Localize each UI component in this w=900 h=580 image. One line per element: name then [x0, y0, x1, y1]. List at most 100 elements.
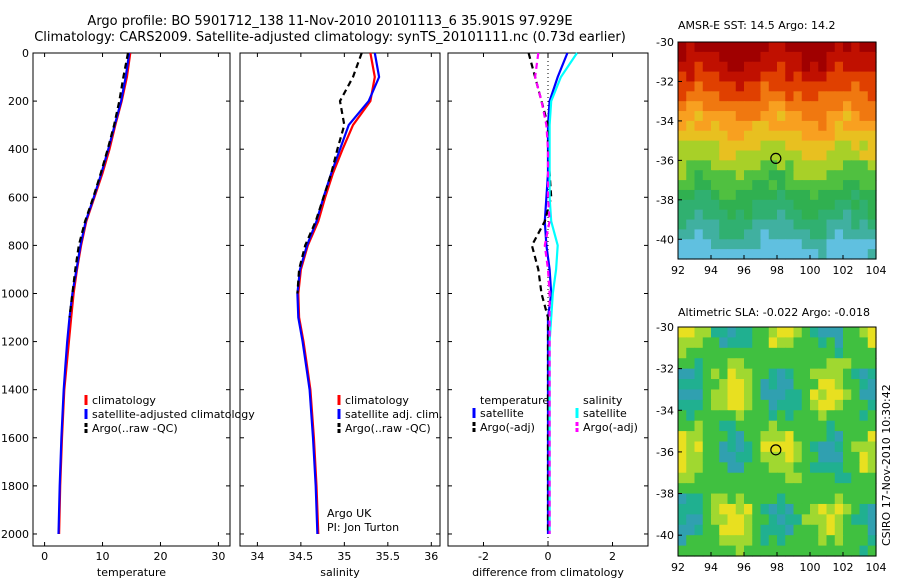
- heatmap-cell: [735, 150, 745, 161]
- heatmap-cell: [818, 545, 828, 557]
- heatmap-cell: [686, 327, 696, 339]
- heatmap-cell: [851, 199, 861, 211]
- heatmap-cell: [760, 71, 770, 83]
- heatmap-cell: [851, 472, 861, 484]
- heatmap-cell: [834, 368, 844, 380]
- heatmap-cell: [834, 535, 844, 547]
- heatmap-cell: [851, 327, 861, 339]
- heatmap-cell: [867, 219, 877, 231]
- heatmap-cell: [777, 441, 786, 453]
- heatmap-cell: [694, 431, 704, 443]
- heatmap-cell: [793, 441, 803, 453]
- heatmap-cell: [719, 410, 729, 422]
- heatmap-cell: [744, 150, 753, 161]
- heatmap-cell: [735, 249, 745, 260]
- heatmap-cell: [744, 239, 753, 250]
- heatmap-cell: [843, 410, 852, 422]
- heatmap-cell: [843, 493, 852, 505]
- heatmap-cell: [826, 472, 836, 484]
- heatmap-cell: [826, 42, 836, 53]
- heatmap-cell: [843, 472, 852, 484]
- heatmap-cell: [744, 379, 753, 391]
- heatmap-cell: [867, 327, 877, 339]
- heatmap-cell: [801, 420, 811, 432]
- heatmap-cell: [793, 130, 803, 142]
- heatmap-cell: [678, 150, 687, 161]
- heatmap-cell: [694, 379, 704, 391]
- heatmap-cell: [744, 249, 753, 260]
- heatmap-cell: [826, 71, 836, 83]
- heatmap-cell: [785, 111, 795, 122]
- heatmap-cell: [851, 483, 861, 495]
- heatmap-cell: [785, 209, 795, 221]
- heatmap-cell: [719, 327, 729, 339]
- heatmap-cell: [768, 180, 778, 191]
- heatmap-cell: [752, 358, 762, 370]
- heatmap-cell: [727, 180, 737, 191]
- heatmap-cell: [735, 81, 745, 92]
- heatmap-cell: [744, 524, 753, 536]
- heatmap-cell: [793, 410, 803, 422]
- heatmap-cell: [702, 368, 712, 380]
- heatmap-cell: [785, 483, 795, 495]
- heatmap-cell: [826, 379, 836, 391]
- heatmap-cell: [678, 140, 687, 152]
- heatmap-cell: [793, 431, 803, 443]
- heatmap-cell: [744, 503, 753, 515]
- heatmap-cell: [760, 483, 770, 495]
- heatmap-cell: [851, 91, 861, 102]
- heatmap-cell: [818, 61, 828, 73]
- heatmap-cell: [826, 431, 836, 443]
- heatmap-cell: [694, 61, 704, 73]
- heatmap-cell: [834, 379, 844, 391]
- heatmap-cell: [711, 42, 720, 53]
- map-x-tick-label-sst_map: 94: [704, 264, 718, 277]
- heatmap-cell: [859, 368, 869, 380]
- heatmap-cell: [818, 524, 828, 536]
- heatmap-cell: [678, 42, 687, 53]
- heatmap-cell: [744, 462, 753, 474]
- heatmap-cell: [694, 120, 704, 132]
- heatmap-cell: [793, 503, 803, 515]
- heatmap-cell: [859, 249, 869, 260]
- heatmap-cell: [851, 399, 861, 411]
- heatmap-cell: [727, 545, 737, 557]
- legend-label-difference-1: Argo(-adj): [480, 421, 535, 434]
- heatmap-cell: [752, 229, 762, 240]
- heatmap-cell: [818, 120, 828, 132]
- heatmap-cell: [818, 503, 828, 515]
- heatmap-cell: [818, 249, 828, 260]
- heatmap-cell: [843, 199, 852, 211]
- heatmap-cell: [777, 514, 786, 526]
- heatmap-cell: [727, 514, 737, 526]
- heatmap-cell: [777, 337, 786, 349]
- heatmap-cell: [793, 239, 803, 250]
- heatmap-cell: [843, 189, 852, 201]
- heatmap-cell: [843, 51, 852, 63]
- x-tick-label-difference: 0: [545, 550, 552, 563]
- heatmap-cell: [686, 51, 696, 63]
- heatmap-cell: [793, 337, 803, 349]
- heatmap-cell: [834, 170, 844, 181]
- heatmap-cell: [801, 71, 811, 83]
- heatmap-cell: [735, 347, 745, 359]
- heatmap-cell: [694, 483, 704, 495]
- heatmap-cell: [760, 337, 770, 349]
- heatmap-cell: [694, 150, 704, 161]
- heatmap-cell: [867, 91, 877, 102]
- heatmap-cell: [793, 209, 803, 221]
- heatmap-cell: [694, 140, 704, 152]
- heatmap-cell: [711, 337, 720, 349]
- heatmap-cell: [686, 219, 696, 231]
- heatmap-cell: [727, 229, 737, 240]
- heatmap-cell: [752, 524, 762, 536]
- heatmap-cell: [760, 91, 770, 102]
- heatmap-cell: [678, 431, 687, 443]
- heatmap-cell: [810, 150, 819, 161]
- x-tick-label-temperature: 0: [41, 550, 48, 563]
- heatmap-cell: [810, 514, 819, 526]
- heatmap-cell: [834, 347, 844, 359]
- heatmap-cell: [859, 209, 869, 221]
- heatmap-cell: [810, 431, 819, 443]
- heatmap-cell: [851, 42, 861, 53]
